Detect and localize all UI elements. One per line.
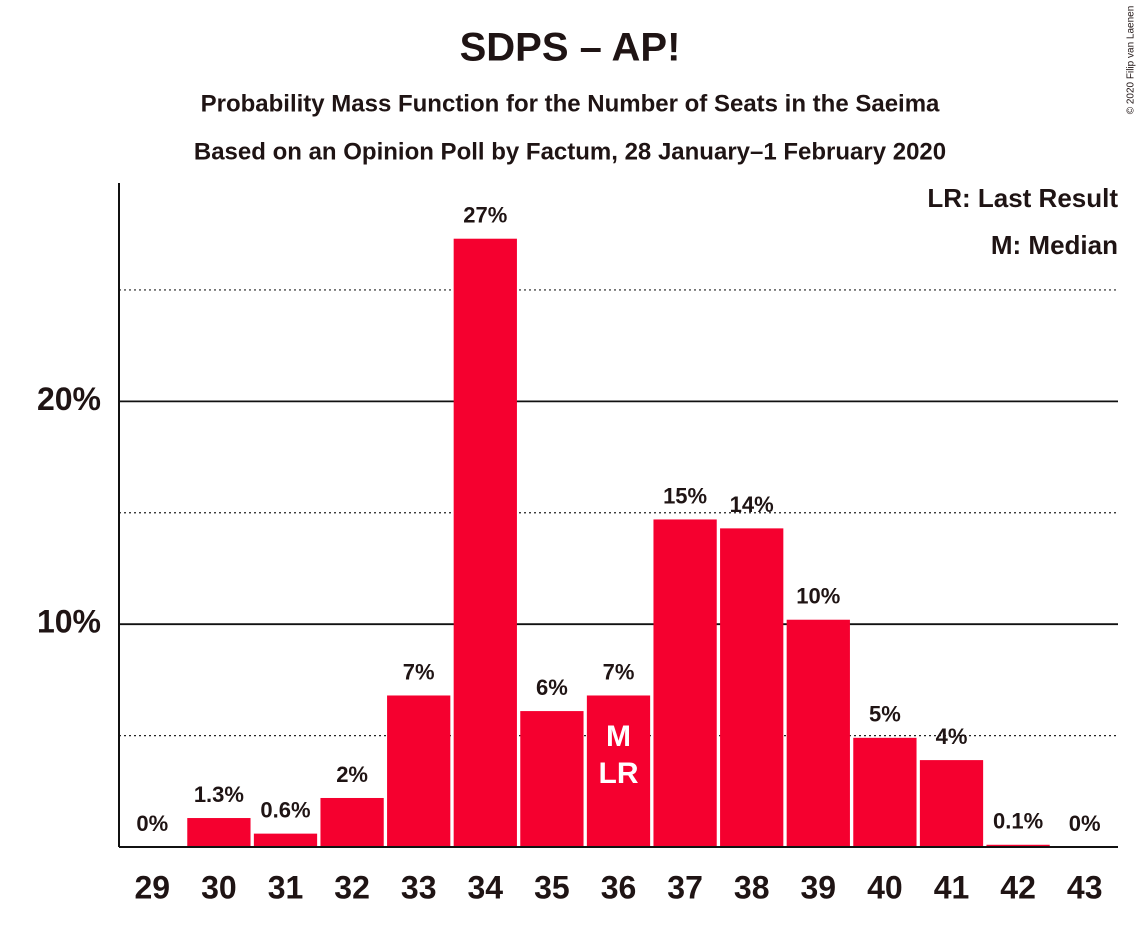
x-tick-label: 41 <box>934 869 970 905</box>
value-label: 0.6% <box>260 797 310 822</box>
value-label: 7% <box>603 659 635 684</box>
value-label: 0% <box>1069 811 1101 836</box>
bar <box>653 519 717 847</box>
x-tick-label: 34 <box>468 869 504 905</box>
value-label: 15% <box>663 483 707 508</box>
value-label: 6% <box>536 675 568 700</box>
value-label: 10% <box>796 584 840 609</box>
legend-entry: M: Median <box>991 230 1118 260</box>
bar <box>586 695 651 847</box>
bar <box>520 711 584 847</box>
value-label: 27% <box>463 203 507 228</box>
x-tick-label: 38 <box>734 869 770 905</box>
value-label: 4% <box>936 724 968 749</box>
chart-title: SDPS – AP! <box>460 26 681 70</box>
bar <box>453 238 517 847</box>
x-tick-label: 32 <box>334 869 370 905</box>
bar-annotation: LR <box>599 757 639 790</box>
y-tick-label: 10% <box>37 604 101 640</box>
bar <box>253 833 318 847</box>
chart-subtitle: Probability Mass Function for the Number… <box>201 90 940 117</box>
x-tick-label: 30 <box>201 869 237 905</box>
x-tick-label: 42 <box>1000 869 1036 905</box>
value-label: 7% <box>403 659 435 684</box>
value-label: 5% <box>869 702 901 727</box>
legend-entry: LR: Last Result <box>927 183 1118 213</box>
bar-annotation: M <box>606 720 631 753</box>
x-tick-label: 33 <box>401 869 437 905</box>
y-tick-label: 20% <box>37 381 101 417</box>
x-tick-label: 37 <box>667 869 703 905</box>
value-label: 0.1% <box>993 809 1043 834</box>
bar <box>320 797 384 847</box>
bar <box>853 737 917 847</box>
value-label: 2% <box>336 762 368 787</box>
bar <box>919 760 984 847</box>
value-label: 0% <box>136 811 168 836</box>
x-tick-label: 35 <box>534 869 570 905</box>
x-tick-label: 31 <box>268 869 304 905</box>
bar <box>387 695 451 847</box>
x-tick-label: 43 <box>1067 869 1103 905</box>
credit: © 2020 Filip van Laenen <box>1126 6 1137 115</box>
bar <box>786 619 850 847</box>
x-tick-label: 29 <box>135 869 171 905</box>
bar <box>187 818 251 847</box>
value-label: 1.3% <box>194 782 244 807</box>
chart-subtitle: Based on an Opinion Poll by Factum, 28 J… <box>194 138 946 165</box>
x-tick-label: 39 <box>801 869 837 905</box>
bar <box>720 528 784 847</box>
x-tick-label: 40 <box>867 869 903 905</box>
bar <box>986 844 1050 847</box>
x-tick-label: 36 <box>601 869 637 905</box>
value-label: 14% <box>730 492 774 517</box>
